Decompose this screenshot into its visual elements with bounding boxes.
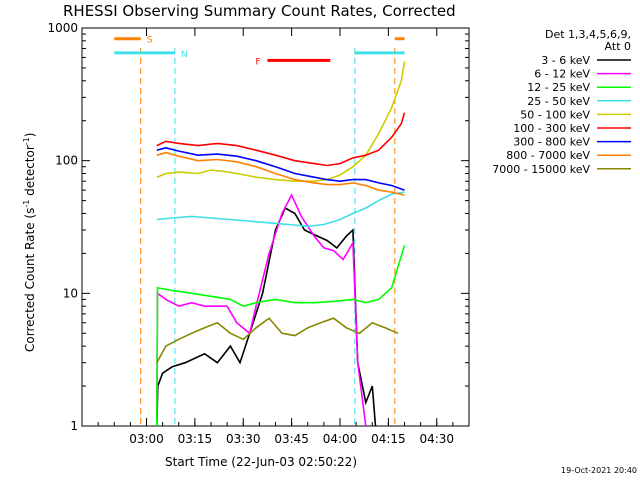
plot-frame: [81, 27, 470, 427]
x-tick-label: 04:00: [323, 432, 358, 446]
x-tick-label: 04:30: [419, 432, 454, 446]
flag-label-n: N: [181, 50, 188, 60]
x-axis: 03:00 03:15 03:30 03:45 04:00 04:15 04:30: [81, 28, 470, 446]
flag-label-f: F: [255, 57, 260, 67]
plot-area: S N F: [81, 27, 470, 427]
legend-entry-label: 3 - 6 keV: [541, 54, 590, 67]
y-tick-label: 100: [55, 154, 78, 168]
marker-lines: [140, 48, 396, 426]
x-axis-label: Start Time (22-Jun-03 02:50:22): [165, 455, 357, 469]
flag-label-s: S: [147, 36, 153, 46]
flag-labels: S N F: [147, 36, 261, 68]
x-tick-label: 03:45: [274, 432, 309, 446]
legend-entry-label: 50 - 100 keV: [520, 108, 590, 121]
legend-entry-label: 25 - 50 keV: [527, 95, 590, 108]
x-tick-label: 03:15: [178, 432, 213, 446]
y-axis-label: Corrected Count Rate (s-1 detector-1): [22, 133, 37, 352]
x-tick-label: 04:15: [371, 432, 406, 446]
legend-entry-label: 300 - 800 keV: [513, 136, 590, 149]
y-tick-label: 10: [63, 286, 78, 300]
series-7000-15000-kev: [156, 317, 399, 364]
legend-entry-label: 800 - 7000 keV: [506, 149, 590, 162]
legend-title-line2: Att 0: [605, 40, 631, 53]
x-tick-label: 03:30: [226, 432, 261, 446]
legend-title-line1: Det 1,3,4,5,6,9,: [545, 28, 631, 41]
y-tick-label: 1000: [47, 21, 78, 35]
y-axis: 1 10 100 1000: [47, 21, 469, 433]
series-800-7000-kev: [156, 151, 405, 196]
series-3-6-kev: [156, 206, 377, 427]
timestamp: 19-Oct-2021 20:40: [561, 466, 637, 475]
legend-entry-label: 12 - 25 keV: [527, 81, 590, 94]
series-50-100-kev: [156, 61, 406, 182]
chart-title: RHESSI Observing Summary Count Rates, Co…: [63, 2, 456, 20]
series-layer: [156, 61, 406, 427]
flag-bars: [114, 37, 405, 62]
legend-entry-label: 6 - 12 keV: [534, 68, 590, 81]
y-tick-label: 1: [70, 419, 78, 433]
series-100-300-kev: [156, 112, 406, 167]
legend-entry-label: 100 - 300 keV: [513, 122, 590, 135]
series-6-12-kev: [156, 193, 367, 427]
x-tick-label: 03:00: [129, 432, 164, 446]
series-12-25-kev: [156, 245, 406, 427]
legend-entry-label: 7000 - 15000 keV: [492, 163, 590, 176]
series-25-50-kev: [156, 191, 405, 228]
series-300-800-kev: [156, 146, 405, 191]
